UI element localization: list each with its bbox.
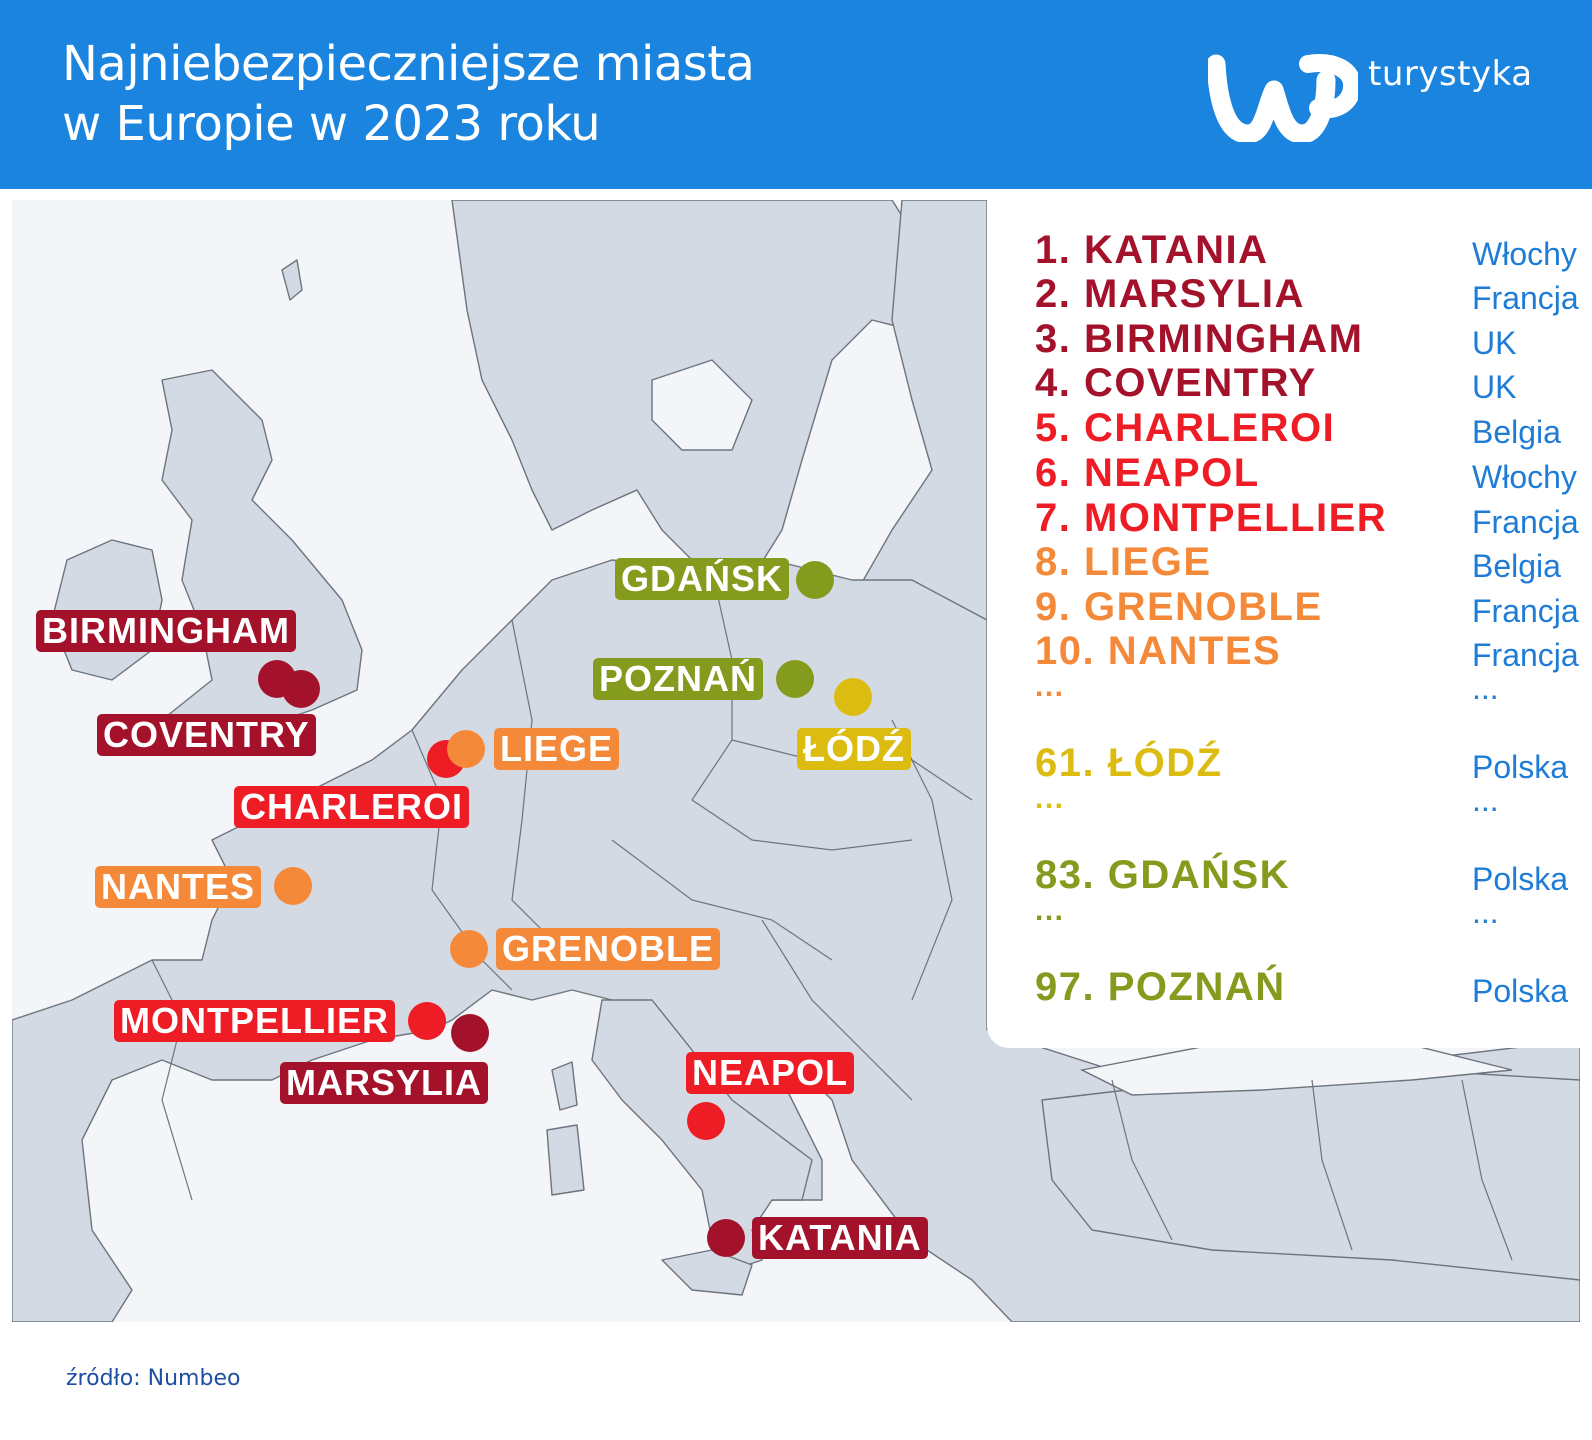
ranking-row: 4. COVENTRY UK (1035, 361, 1516, 406)
map-label-marsylia: MARSYLIA (280, 1062, 488, 1104)
marker-gdansk (796, 561, 834, 599)
ranking-row: 1. KATANIA Włochy (1035, 228, 1577, 273)
map-land-layer (12, 200, 1580, 1322)
ranking-country: UK (1472, 369, 1517, 405)
ranking-country: Belgia (1472, 414, 1561, 450)
map-label-liege: LIEGE (494, 728, 620, 770)
ranking-row: 3. BIRMINGHAM UK (1035, 317, 1516, 362)
ranking-city: 7. MONTPELLIER (1035, 496, 1388, 540)
ranking-panel: 1. KATANIA Włochy 2. MARSYLIA Francja 3.… (987, 200, 1592, 1048)
ranking-country: ... (1472, 894, 1499, 930)
ranking-ellipsis: ... ... (1035, 894, 1499, 930)
marker-poznan (776, 660, 814, 698)
ranking-country: Belgia (1472, 548, 1561, 584)
map-label-coventry: COVENTRY (97, 714, 316, 756)
brand-name: turystyka (1368, 54, 1533, 94)
ranking-row: 9. GRENOBLE Francja (1035, 585, 1579, 630)
ranking-country: Francja (1472, 637, 1579, 673)
ranking-city: ... (1035, 782, 1065, 815)
ranking-country: Włochy (1472, 459, 1577, 495)
ranking-country: Francja (1472, 593, 1579, 629)
map-label-neapol: NEAPOL (686, 1052, 855, 1094)
marker-grenoble (450, 930, 488, 968)
wp-logo-icon (1208, 54, 1358, 142)
map-label-montpellier: MONTPELLIER (114, 1000, 395, 1042)
ranking-row: 61. ŁÓDŹ Polska (1035, 741, 1568, 786)
ranking-city: ... (1035, 894, 1065, 927)
ranking-ellipsis: ... ... (1035, 670, 1499, 706)
marker-katania (707, 1219, 745, 1257)
map-label-lodz: ŁÓDŹ (797, 728, 911, 770)
marker-liege (447, 730, 485, 768)
source-note: źródło: Numbeo (66, 1366, 241, 1391)
map-label-grenoble: GRENOBLE (496, 928, 721, 970)
ranking-country: UK (1472, 325, 1517, 361)
header-banner: Najniebezpieczniejsze miasta w Europie w… (0, 0, 1592, 189)
ranking-row: 7. MONTPELLIER Francja (1035, 496, 1579, 541)
ranking-city: 83. GDAŃSK (1035, 853, 1291, 897)
ranking-row: 2. MARSYLIA Francja (1035, 272, 1579, 317)
ranking-country: ... (1472, 782, 1499, 818)
ranking-row: 5. CHARLEROI Belgia (1035, 406, 1561, 451)
ranking-row: 8. LIEGE Belgia (1035, 540, 1561, 585)
marker-marsylia (451, 1014, 489, 1052)
marker-nantes (274, 867, 312, 905)
ranking-city: 4. COVENTRY (1035, 361, 1317, 405)
ranking-city: 2. MARSYLIA (1035, 272, 1305, 316)
ranking-country: Polska (1472, 749, 1569, 785)
ranking-ellipsis: ... ... (1035, 782, 1499, 818)
marker-lodz (834, 678, 872, 716)
ranking-country: Polska (1472, 973, 1569, 1009)
ranking-country: Francja (1472, 280, 1579, 316)
ranking-city: 10. NANTES (1035, 629, 1282, 673)
ranking-country: ... (1472, 670, 1499, 706)
map-label-katania: KATANIA (752, 1217, 928, 1259)
ranking-row: 6. NEAPOL Włochy (1035, 451, 1577, 496)
title-line-1: Najniebezpieczniejsze miasta (62, 36, 755, 92)
ranking-country: Francja (1472, 504, 1579, 540)
marker-montpellier (408, 1002, 446, 1040)
ranking-city: 9. GRENOBLE (1035, 585, 1323, 629)
marker-birmingham (258, 660, 296, 698)
map-label-poznan: POZNAŃ (593, 658, 763, 700)
ranking-city: 6. NEAPOL (1035, 451, 1260, 495)
ranking-city: 8. LIEGE (1035, 540, 1212, 584)
title-line-2: w Europie w 2023 roku (62, 96, 601, 152)
ranking-row: 10. NANTES Francja (1035, 629, 1579, 674)
ranking-city: 5. CHARLEROI (1035, 406, 1336, 450)
ranking-city: 1. KATANIA (1035, 228, 1269, 272)
ranking-city: 97. POZNAŃ (1035, 965, 1286, 1009)
ranking-country: Polska (1472, 861, 1569, 897)
ranking-city: ... (1035, 670, 1065, 703)
map-label-gdansk: GDAŃSK (615, 558, 790, 600)
ranking-city: 61. ŁÓDŹ (1035, 741, 1223, 785)
map-label-charleroi: CHARLEROI (234, 786, 469, 828)
map-label-nantes: NANTES (95, 866, 262, 908)
marker-neapol (687, 1102, 725, 1140)
ranking-row: 97. POZNAŃ Polska (1035, 965, 1568, 1010)
ranking-city: 3. BIRMINGHAM (1035, 317, 1364, 361)
page-title: Najniebezpieczniejsze miasta w Europie w… (62, 34, 755, 154)
ranking-row: 83. GDAŃSK Polska (1035, 853, 1568, 898)
ranking-country: Włochy (1472, 236, 1577, 272)
map-label-birmingham: BIRMINGHAM (36, 610, 296, 652)
